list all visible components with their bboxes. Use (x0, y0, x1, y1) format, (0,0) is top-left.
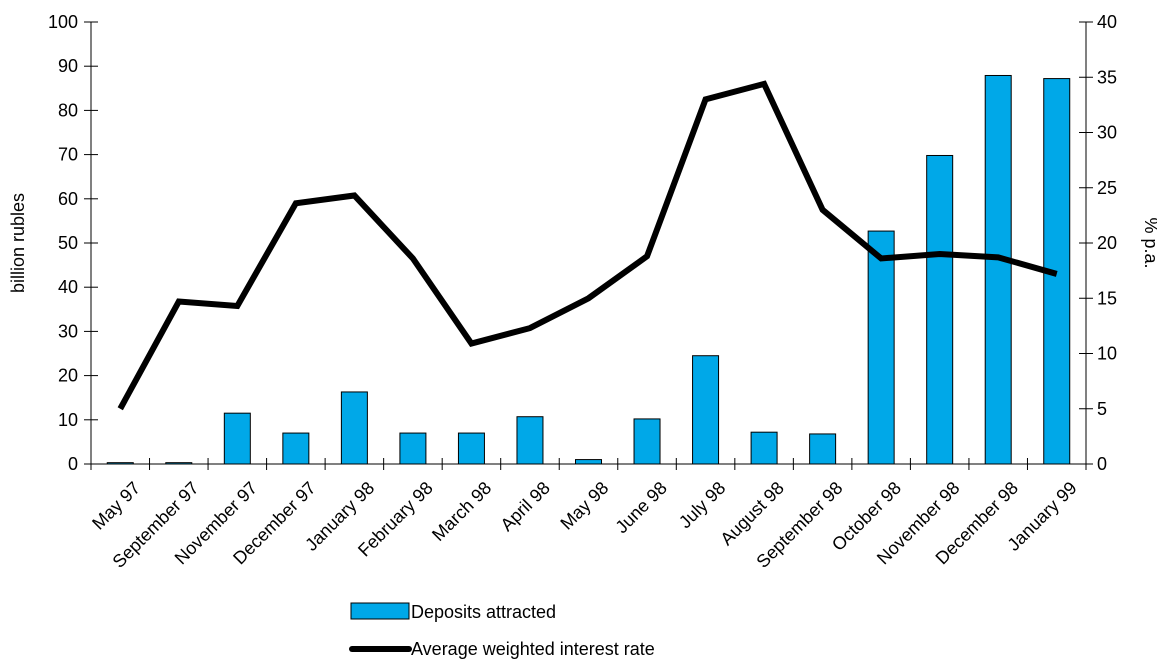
deposits-bar (223, 412, 251, 465)
deposits-bar (926, 154, 954, 465)
deposits-bar (750, 431, 778, 465)
axes-layer (84, 21, 1093, 470)
left-tick-label: 100 (48, 12, 78, 32)
left-tick-label: 60 (58, 189, 78, 209)
left-tick-label: 40 (58, 277, 78, 297)
deposits-bar (809, 433, 837, 465)
right-tick-label: 30 (1097, 123, 1117, 143)
deposits-bar (633, 418, 661, 465)
deposits-bar (984, 74, 1012, 465)
right-tick-label: 10 (1097, 344, 1117, 364)
legend-label-interest-rate: Average weighted interest rate (411, 639, 655, 659)
x-tick-label: June 98 (611, 478, 670, 537)
bars-layer (106, 74, 1071, 465)
x-tick-label: March 98 (428, 478, 495, 545)
right-tick-label: 25 (1097, 178, 1117, 198)
right-tick-label: 0 (1097, 454, 1107, 474)
left-tick-label: 90 (58, 56, 78, 76)
deposits-bar (867, 230, 895, 465)
deposits-bar (575, 459, 602, 465)
right-tick-label: 20 (1097, 233, 1117, 253)
left-tick-label: 20 (58, 366, 78, 386)
legend: Deposits attracted Average weighted inter… (349, 602, 655, 659)
x-tick-label: May 97 (88, 478, 144, 534)
right-tick-label: 40 (1097, 12, 1117, 32)
legend-swatch-deposits (350, 602, 410, 620)
left-tick-label: 50 (58, 233, 78, 253)
left-tick-label: 10 (58, 410, 78, 430)
deposits-bar (516, 416, 544, 465)
left-axis-title: billion rubles (8, 193, 28, 293)
x-tick-label: May 98 (556, 478, 612, 534)
right-axis-title: % p.a. (1141, 217, 1157, 268)
left-tick-label: 0 (68, 454, 78, 474)
deposits-bar (340, 391, 368, 465)
left-tick-label: 30 (58, 321, 78, 341)
labels-layer: 0 10 20 30 40 50 60 70 80 90 100 0 5 10 15 20 25 30 35 40 Ma… (8, 12, 1157, 572)
x-tick-label: July 98 (675, 478, 729, 532)
legend-label-deposits: Deposits attracted (411, 602, 556, 622)
deposits-bar (399, 432, 427, 465)
deposits-bar (457, 432, 485, 465)
line-layer (117, 80, 1058, 411)
deposits-bar (692, 355, 720, 465)
right-tick-label: 5 (1097, 399, 1107, 419)
left-tick-label: 80 (58, 100, 78, 120)
x-tick-label: April 98 (497, 478, 554, 535)
right-tick-label: 35 (1097, 67, 1117, 87)
right-tick-label: 15 (1097, 288, 1117, 308)
interest-rate-line (117, 80, 1058, 411)
deposits-bar (282, 432, 310, 465)
left-tick-label: 70 (58, 145, 78, 165)
